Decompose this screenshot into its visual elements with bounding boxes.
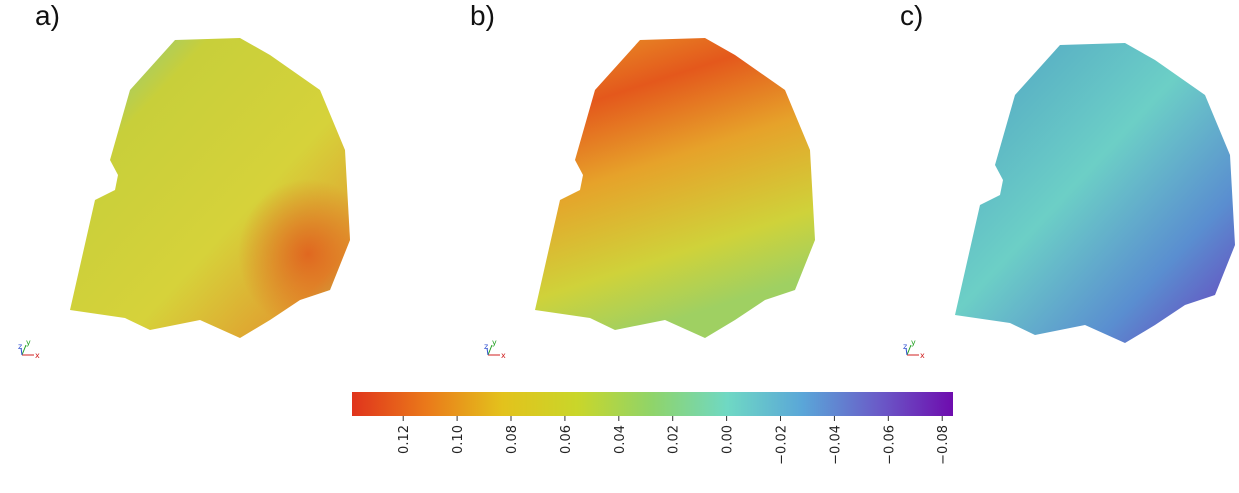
tick-label: −0.04	[828, 425, 843, 465]
panel-label: c)	[900, 0, 923, 31]
tick-label: 0.04	[613, 425, 628, 454]
panel-a: a)	[35, 0, 350, 338]
triad-label: y	[492, 338, 497, 347]
tick-label: 0.02	[667, 425, 682, 454]
panel-label: a)	[35, 0, 60, 31]
colorbar	[352, 392, 953, 416]
triad-axis	[487, 344, 493, 356]
triad-axis	[20, 347, 23, 356]
tick-label: −0.08	[936, 425, 951, 465]
triad-axis	[486, 347, 489, 356]
tick-label: 0.06	[559, 425, 574, 454]
tick-label: 0.12	[397, 425, 412, 454]
panel-label: b)	[470, 0, 495, 31]
tick-label: −0.02	[775, 425, 790, 465]
triad-axis	[21, 344, 27, 356]
triad-label: x	[35, 351, 40, 360]
triad-label: z	[903, 342, 907, 351]
tick-label: 0.10	[451, 425, 466, 454]
triad-label: z	[18, 342, 22, 351]
triad-label: z	[484, 342, 488, 351]
triad-label: y	[911, 338, 916, 347]
tick-label: 0.00	[721, 425, 736, 454]
triad-label: x	[501, 351, 506, 360]
panel-b: b)	[470, 0, 815, 338]
triad-axis	[905, 347, 908, 356]
axis-triads: z yxz yxz yx	[18, 338, 925, 360]
triad-axis	[906, 344, 912, 356]
tick-label: −0.06	[882, 425, 897, 465]
panel-c: c)	[900, 0, 1235, 343]
tick-label: 0.08	[505, 425, 520, 454]
triad-label: y	[26, 338, 31, 347]
triad-label: x	[920, 351, 925, 360]
